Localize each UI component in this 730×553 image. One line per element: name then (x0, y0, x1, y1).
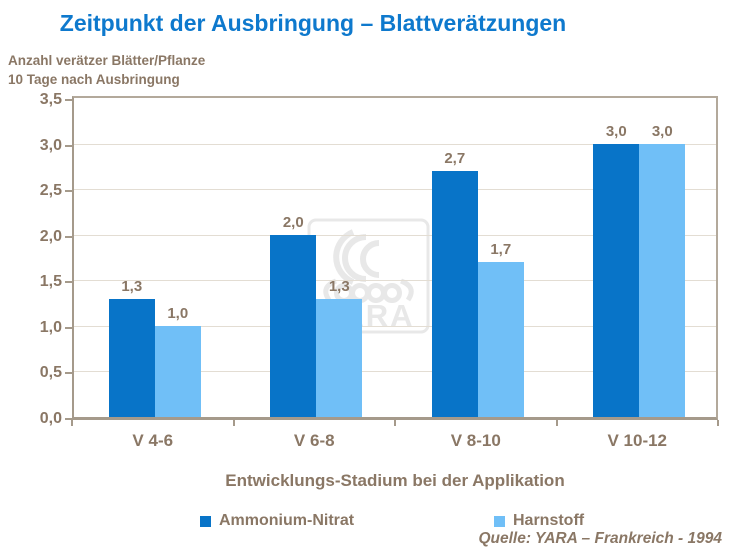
category-label: V 8-10 (450, 431, 501, 450)
ship-sail-icon (360, 240, 380, 278)
y-axis-tick (65, 281, 72, 284)
ship-prow-icon (400, 278, 414, 302)
y-tick-label: 0,5 (39, 364, 62, 382)
y-axis-tick (65, 99, 72, 101)
y-axis-tick (65, 190, 72, 193)
y-axis-tick (65, 418, 72, 420)
y-axis-tick (65, 235, 72, 238)
category-label: V 10-12 (607, 431, 668, 450)
bar-harnstoff (316, 298, 363, 417)
y-tick-label: 2,5 (39, 182, 62, 200)
legend-swatch (200, 515, 211, 527)
x-axis-tick (717, 420, 719, 426)
y-tick-label: 3,5 (39, 91, 62, 108)
y-axis-tick (65, 372, 72, 375)
x-axis-tick (232, 420, 235, 426)
bar-value-label: 2,0 (282, 213, 304, 231)
y-tick-label: 1,5 (39, 273, 62, 291)
legend-label: Harnstoff (513, 512, 585, 529)
grid-line (74, 234, 716, 236)
y-axis-tick (65, 326, 72, 329)
chart-title: Zeitpunkt der Ausbringung – Blattverätzu… (59, 10, 567, 36)
bar-value-label: 1,7 (490, 241, 512, 259)
bar-ammonium-nitrat (431, 170, 478, 417)
grid-line (74, 325, 716, 327)
grid-line (74, 189, 716, 191)
grid-line (74, 280, 716, 282)
x-axis-tick (71, 420, 73, 426)
y-tick-label: 1,0 (39, 318, 62, 336)
category-label: V 6-8 (293, 431, 335, 450)
ship-shield-icon (382, 283, 402, 303)
y-tick-label: 3,0 (39, 136, 62, 154)
bar-harnstoff (639, 143, 686, 417)
x-axis-tick (555, 420, 558, 426)
bar-ammonium-nitrat (593, 143, 640, 417)
bar-harnstoff (154, 325, 201, 417)
grid-line (74, 143, 716, 145)
bar-value-label: 3,0 (605, 122, 627, 140)
y-tick-label: 0,0 (39, 410, 62, 427)
x-axis-tick (394, 420, 396, 426)
bar-value-label: 1,3 (328, 277, 350, 295)
legend-item-harnstoff: Harnstoff (494, 512, 584, 530)
ship-sail-icon (333, 229, 355, 285)
bar-value-label: 2,7 (444, 149, 466, 167)
y-axis-caption-line1: Anzahl verätzer Blätter/Pflanze (8, 53, 206, 68)
ship-prow-icon (323, 278, 337, 302)
bar-harnstoff (477, 262, 524, 417)
bar-value-label: 1,0 (167, 304, 189, 322)
category-label: V 4-6 (132, 431, 174, 450)
y-tick-label: 2,0 (39, 227, 62, 245)
legend-label: Ammonium-Nitrat (219, 512, 355, 529)
bar-ammonium-nitrat (108, 298, 155, 417)
x-axis-title: Entwicklungs-Stadium bei der Applikation (225, 471, 565, 490)
source-citation: Quelle: YARA – Frankreich - 1994 (478, 530, 722, 547)
y-axis-tick (65, 144, 72, 147)
y-axis-caption-line2: 10 Tage nach Ausbringung (8, 72, 180, 87)
bar-value-label: 1,3 (121, 277, 143, 295)
ship-sail-icon (342, 234, 367, 282)
bar-ammonium-nitrat (270, 234, 317, 417)
y-axis-caption: Anzahl verätzer Blätter/Pflanze 10 Tage … (8, 51, 205, 89)
bar-value-label: 3,0 (651, 122, 673, 140)
grid-line (74, 371, 716, 373)
plot-area: YARA 1,3 1,0 2,0 1,3 2,7 1,7 3,0 3,0 (72, 96, 718, 420)
legend-swatch (494, 515, 505, 527)
legend-item-ammonium-nitrat: Ammonium-Nitrat (200, 512, 354, 530)
